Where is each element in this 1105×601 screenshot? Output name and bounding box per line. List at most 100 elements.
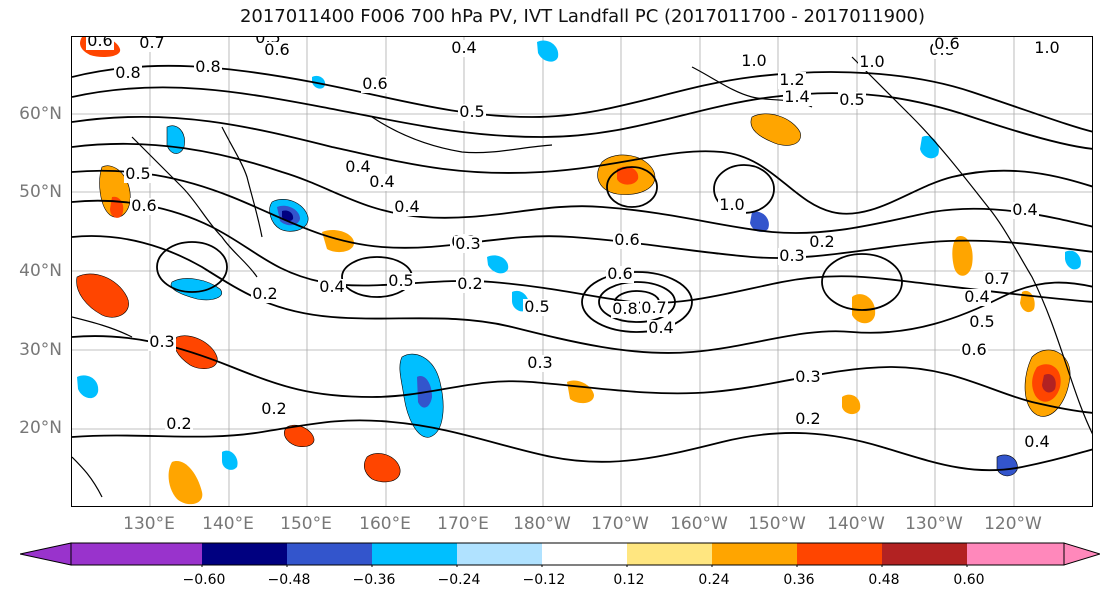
lat-label-40n: 40°N xyxy=(19,261,62,281)
contour-label-background xyxy=(808,234,836,251)
contour-label-background xyxy=(933,37,961,53)
lon-label-170w: 170°W xyxy=(591,514,649,534)
colorbar xyxy=(20,542,1100,567)
contour-label: 0.7 xyxy=(641,298,666,317)
contour-label-background xyxy=(260,401,288,418)
contour-label: 0.7 xyxy=(139,37,164,52)
lon-label-160e: 160°E xyxy=(359,514,411,534)
contour-label: 0.4 xyxy=(964,287,989,306)
colorbar-tick-label: −0.48 xyxy=(267,572,311,588)
colorbar-arrow-low xyxy=(20,542,72,566)
contour-label-background xyxy=(454,236,482,253)
colorbar-tick-label: −0.24 xyxy=(437,572,481,588)
contour-label-background xyxy=(611,301,639,318)
contour-label: 0.3 xyxy=(779,246,804,265)
colorbar-segment xyxy=(882,543,967,565)
colorbar-tick-label: −0.36 xyxy=(352,572,396,588)
colorbar-segment xyxy=(627,543,712,565)
contour-label-background xyxy=(148,334,176,351)
contour-label-background xyxy=(86,37,114,50)
lat-label-30n: 30°N xyxy=(19,340,62,360)
contour-label-background xyxy=(778,248,806,265)
lon-label-150e: 150°E xyxy=(280,514,332,534)
contour-label: 0.2 xyxy=(166,414,191,433)
lon-label-130e: 130°E xyxy=(123,514,175,534)
colorbar-segment xyxy=(71,543,202,565)
colorbar-segment xyxy=(457,543,542,565)
contour-label-background xyxy=(124,166,152,183)
contour-label-background xyxy=(838,92,866,109)
lon-label-150w: 150°W xyxy=(748,514,806,534)
map-title: 2017011400 F006 700 hPa PV, IVT Landfall… xyxy=(239,6,926,27)
contour-label: 0.2 xyxy=(252,284,277,303)
graticule xyxy=(72,37,1092,506)
contour-label: 0.7 xyxy=(984,269,1009,288)
colorbar-border xyxy=(70,542,1065,566)
contour-label-background xyxy=(1011,202,1039,219)
contour-label: 0.2 xyxy=(809,232,834,251)
contour-label: 0.4 xyxy=(451,38,476,57)
contour-label-background xyxy=(783,89,811,106)
lon-label-120w: 120°W xyxy=(984,514,1042,534)
contour-label: 0.4 xyxy=(1024,432,1049,451)
contour-label: 0.2 xyxy=(457,274,482,293)
contour-label: 0.2 xyxy=(261,399,286,418)
lon-label-130w: 130°W xyxy=(905,514,963,534)
contour-label: 0.8 xyxy=(115,63,140,82)
colorbar-tick-label: 0.48 xyxy=(868,572,900,588)
colorbar-segments xyxy=(20,542,1100,567)
colorbar-tick-label: −0.12 xyxy=(522,572,566,588)
contour-label: 1.0 xyxy=(719,195,744,214)
contour-label: 0.4 xyxy=(369,172,394,191)
contour-label-background xyxy=(450,40,478,57)
contour-label: 1.0 xyxy=(741,51,766,70)
contour-labels: 0.60.70.50.60.40.80.80.61.01.21.41.00.81… xyxy=(86,37,1061,451)
colorbar-tick-label: 0.24 xyxy=(698,572,730,588)
contour-label: 0.8 xyxy=(195,57,220,76)
contour-label-background xyxy=(344,159,372,176)
contour-label: 0.3 xyxy=(527,353,552,372)
contour-label-background xyxy=(718,197,746,214)
colorbar-arrow-high xyxy=(1063,542,1100,566)
colorbar-tick-label: 0.12 xyxy=(613,572,645,588)
contour-label-background xyxy=(858,54,886,71)
contour-label: 0.5 xyxy=(125,164,150,183)
colorbar-tick-label: −0.60 xyxy=(182,572,226,588)
contour-label: 0.6 xyxy=(87,37,112,50)
contour-label: 0.4 xyxy=(319,277,344,296)
contour-label: 0.5 xyxy=(388,271,413,290)
contour-label: 0.6 xyxy=(264,40,289,59)
contour-label-background xyxy=(318,279,346,296)
contour-label-background xyxy=(263,42,291,59)
contour-label-background xyxy=(640,300,668,317)
contour-label-background xyxy=(960,342,988,359)
lon-label-170e: 170°E xyxy=(437,514,489,534)
contour-label-background xyxy=(387,273,415,290)
contour-label: 0.5 xyxy=(839,90,864,109)
lon-label-140e: 140°E xyxy=(202,514,254,534)
colorbar-tick-label: 0.60 xyxy=(953,572,985,588)
contour-label: 1.4 xyxy=(784,87,809,106)
contour-label: 0.5 xyxy=(524,297,549,316)
contour-label-background xyxy=(1033,40,1061,57)
coastlines xyxy=(72,56,1092,498)
contour-label: 0.6 xyxy=(961,340,986,359)
lon-label-160w: 160°W xyxy=(670,514,728,534)
colorbar-segment xyxy=(712,543,797,565)
contour-label: 0.4 xyxy=(1012,200,1037,219)
contour-label: 0.5 xyxy=(969,312,994,331)
contour-label: 0.2 xyxy=(795,409,820,428)
lon-label-140w: 140°W xyxy=(827,514,885,534)
contour-label: 0.6 xyxy=(362,74,387,93)
contour-label-background xyxy=(794,411,822,428)
negative-anomaly-fills xyxy=(77,40,1081,477)
contour-label-background xyxy=(740,53,768,70)
contour-label: 1.0 xyxy=(1034,38,1059,57)
contour-label: 1.2 xyxy=(779,70,804,89)
contour-label-background xyxy=(647,320,675,337)
lat-label-20n: 20°N xyxy=(19,418,62,438)
contour-label-background xyxy=(114,65,142,82)
contour-label-background xyxy=(361,76,389,93)
contour-label: 0.3 xyxy=(455,234,480,253)
contour-label-background xyxy=(458,104,486,121)
